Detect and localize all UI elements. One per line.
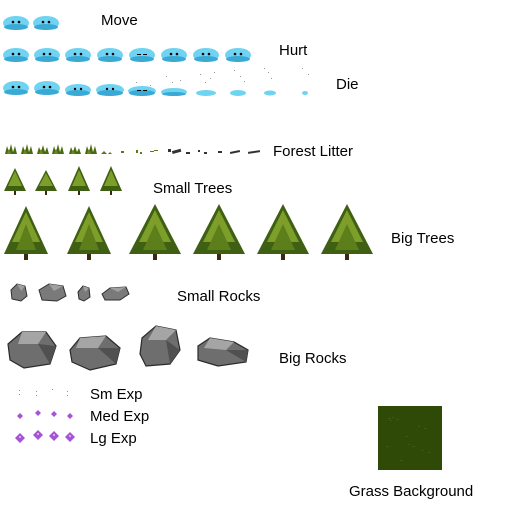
med-exp-sprites xyxy=(17,410,73,419)
slime-hurt-frames xyxy=(3,48,251,62)
label-big-rocks: Big Rocks xyxy=(279,350,347,367)
label-small-rocks: Small Rocks xyxy=(177,288,261,305)
big-trees-sprites xyxy=(4,204,373,260)
grass-background-tile xyxy=(378,406,442,470)
label-small-trees: Small Trees xyxy=(153,180,233,197)
label-move: Move xyxy=(101,12,138,29)
label-big-trees: Big Trees xyxy=(391,230,455,247)
sm-exp-sprites xyxy=(19,389,68,396)
big-rocks-sprites xyxy=(7,325,249,371)
label-hurt: Hurt xyxy=(279,42,308,59)
slime-move-frame-2 xyxy=(33,16,59,30)
forest-litter-sprites xyxy=(5,144,261,155)
label-sm-exp: Sm Exp xyxy=(90,386,143,403)
lg-exp-sprites xyxy=(15,430,75,443)
label-grass-background: Grass Background xyxy=(349,483,474,500)
label-med-exp: Med Exp xyxy=(90,408,150,425)
label-die: Die xyxy=(336,76,359,93)
slime-move-frame-1 xyxy=(3,16,29,30)
label-lg-exp: Lg Exp xyxy=(90,430,137,447)
label-forest-litter: Forest Litter xyxy=(273,143,354,160)
small-trees-sprites xyxy=(4,166,122,195)
slime-die-frames xyxy=(3,68,309,96)
small-rocks-sprites xyxy=(10,283,130,302)
